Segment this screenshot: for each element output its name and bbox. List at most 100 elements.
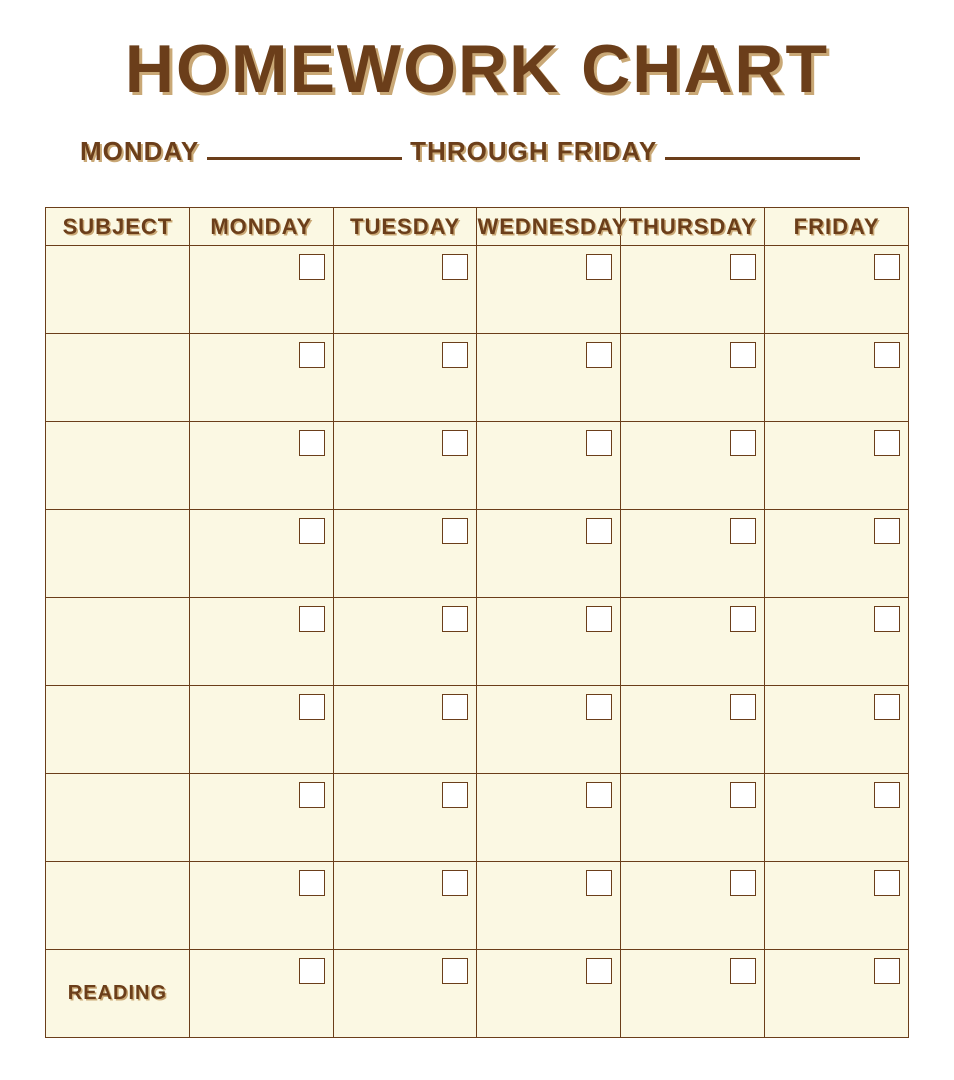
checkbox-icon[interactable] bbox=[586, 694, 612, 720]
checkbox-icon[interactable] bbox=[299, 870, 325, 896]
day-cell[interactable] bbox=[333, 510, 477, 598]
day-cell[interactable] bbox=[189, 862, 333, 950]
checkbox-icon[interactable] bbox=[874, 342, 900, 368]
checkbox-icon[interactable] bbox=[874, 606, 900, 632]
day-cell[interactable] bbox=[189, 774, 333, 862]
subject-cell[interactable]: READING bbox=[46, 950, 190, 1038]
checkbox-icon[interactable] bbox=[730, 518, 756, 544]
checkbox-icon[interactable] bbox=[730, 430, 756, 456]
day-cell[interactable] bbox=[189, 950, 333, 1038]
day-cell[interactable] bbox=[621, 950, 765, 1038]
checkbox-icon[interactable] bbox=[299, 342, 325, 368]
day-cell[interactable] bbox=[333, 598, 477, 686]
checkbox-icon[interactable] bbox=[299, 606, 325, 632]
day-cell[interactable] bbox=[765, 598, 909, 686]
checkbox-icon[interactable] bbox=[442, 782, 468, 808]
checkbox-icon[interactable] bbox=[730, 782, 756, 808]
day-cell[interactable] bbox=[477, 950, 621, 1038]
day-cell[interactable] bbox=[189, 246, 333, 334]
checkbox-icon[interactable] bbox=[442, 694, 468, 720]
day-cell[interactable] bbox=[477, 774, 621, 862]
day-cell[interactable] bbox=[621, 686, 765, 774]
subject-cell[interactable] bbox=[46, 510, 190, 598]
checkbox-icon[interactable] bbox=[730, 342, 756, 368]
day-cell[interactable] bbox=[333, 862, 477, 950]
checkbox-icon[interactable] bbox=[586, 606, 612, 632]
day-cell[interactable] bbox=[189, 510, 333, 598]
day-cell[interactable] bbox=[189, 334, 333, 422]
checkbox-icon[interactable] bbox=[299, 958, 325, 984]
day-cell[interactable] bbox=[477, 422, 621, 510]
day-cell[interactable] bbox=[765, 950, 909, 1038]
day-cell[interactable] bbox=[765, 510, 909, 598]
day-cell[interactable] bbox=[333, 334, 477, 422]
checkbox-icon[interactable] bbox=[442, 518, 468, 544]
day-cell[interactable] bbox=[477, 686, 621, 774]
day-cell[interactable] bbox=[333, 246, 477, 334]
subject-cell[interactable] bbox=[46, 422, 190, 510]
day-cell[interactable] bbox=[189, 598, 333, 686]
date-to-line[interactable] bbox=[665, 140, 860, 160]
subject-cell[interactable] bbox=[46, 686, 190, 774]
checkbox-icon[interactable] bbox=[299, 694, 325, 720]
checkbox-icon[interactable] bbox=[586, 870, 612, 896]
checkbox-icon[interactable] bbox=[874, 782, 900, 808]
checkbox-icon[interactable] bbox=[299, 518, 325, 544]
checkbox-icon[interactable] bbox=[874, 870, 900, 896]
checkbox-icon[interactable] bbox=[874, 254, 900, 280]
checkbox-icon[interactable] bbox=[586, 958, 612, 984]
subject-cell[interactable] bbox=[46, 774, 190, 862]
checkbox-icon[interactable] bbox=[442, 430, 468, 456]
day-cell[interactable] bbox=[621, 598, 765, 686]
day-cell[interactable] bbox=[333, 950, 477, 1038]
checkbox-icon[interactable] bbox=[586, 518, 612, 544]
checkbox-icon[interactable] bbox=[730, 958, 756, 984]
day-cell[interactable] bbox=[621, 422, 765, 510]
checkbox-icon[interactable] bbox=[442, 870, 468, 896]
checkbox-icon[interactable] bbox=[586, 782, 612, 808]
subject-cell[interactable] bbox=[46, 598, 190, 686]
checkbox-icon[interactable] bbox=[586, 254, 612, 280]
day-cell[interactable] bbox=[765, 246, 909, 334]
day-cell[interactable] bbox=[189, 686, 333, 774]
day-cell[interactable] bbox=[189, 422, 333, 510]
checkbox-icon[interactable] bbox=[586, 342, 612, 368]
day-cell[interactable] bbox=[333, 422, 477, 510]
day-cell[interactable] bbox=[477, 510, 621, 598]
checkbox-icon[interactable] bbox=[874, 958, 900, 984]
day-cell[interactable] bbox=[765, 774, 909, 862]
day-cell[interactable] bbox=[621, 510, 765, 598]
day-cell[interactable] bbox=[477, 862, 621, 950]
checkbox-icon[interactable] bbox=[299, 254, 325, 280]
date-from-line[interactable] bbox=[207, 140, 402, 160]
subject-cell[interactable] bbox=[46, 862, 190, 950]
checkbox-icon[interactable] bbox=[730, 606, 756, 632]
day-cell[interactable] bbox=[765, 862, 909, 950]
day-cell[interactable] bbox=[765, 334, 909, 422]
day-cell[interactable] bbox=[621, 774, 765, 862]
day-cell[interactable] bbox=[621, 862, 765, 950]
checkbox-icon[interactable] bbox=[874, 694, 900, 720]
checkbox-icon[interactable] bbox=[730, 870, 756, 896]
checkbox-icon[interactable] bbox=[730, 694, 756, 720]
checkbox-icon[interactable] bbox=[299, 430, 325, 456]
checkbox-icon[interactable] bbox=[442, 254, 468, 280]
checkbox-icon[interactable] bbox=[874, 430, 900, 456]
checkbox-icon[interactable] bbox=[874, 518, 900, 544]
day-cell[interactable] bbox=[477, 334, 621, 422]
day-cell[interactable] bbox=[765, 686, 909, 774]
checkbox-icon[interactable] bbox=[586, 430, 612, 456]
day-cell[interactable] bbox=[333, 774, 477, 862]
checkbox-icon[interactable] bbox=[299, 782, 325, 808]
checkbox-icon[interactable] bbox=[442, 342, 468, 368]
day-cell[interactable] bbox=[477, 246, 621, 334]
checkbox-icon[interactable] bbox=[442, 958, 468, 984]
checkbox-icon[interactable] bbox=[730, 254, 756, 280]
checkbox-icon[interactable] bbox=[442, 606, 468, 632]
subject-cell[interactable] bbox=[46, 334, 190, 422]
day-cell[interactable] bbox=[621, 246, 765, 334]
day-cell[interactable] bbox=[765, 422, 909, 510]
day-cell[interactable] bbox=[477, 598, 621, 686]
day-cell[interactable] bbox=[333, 686, 477, 774]
subject-cell[interactable] bbox=[46, 246, 190, 334]
